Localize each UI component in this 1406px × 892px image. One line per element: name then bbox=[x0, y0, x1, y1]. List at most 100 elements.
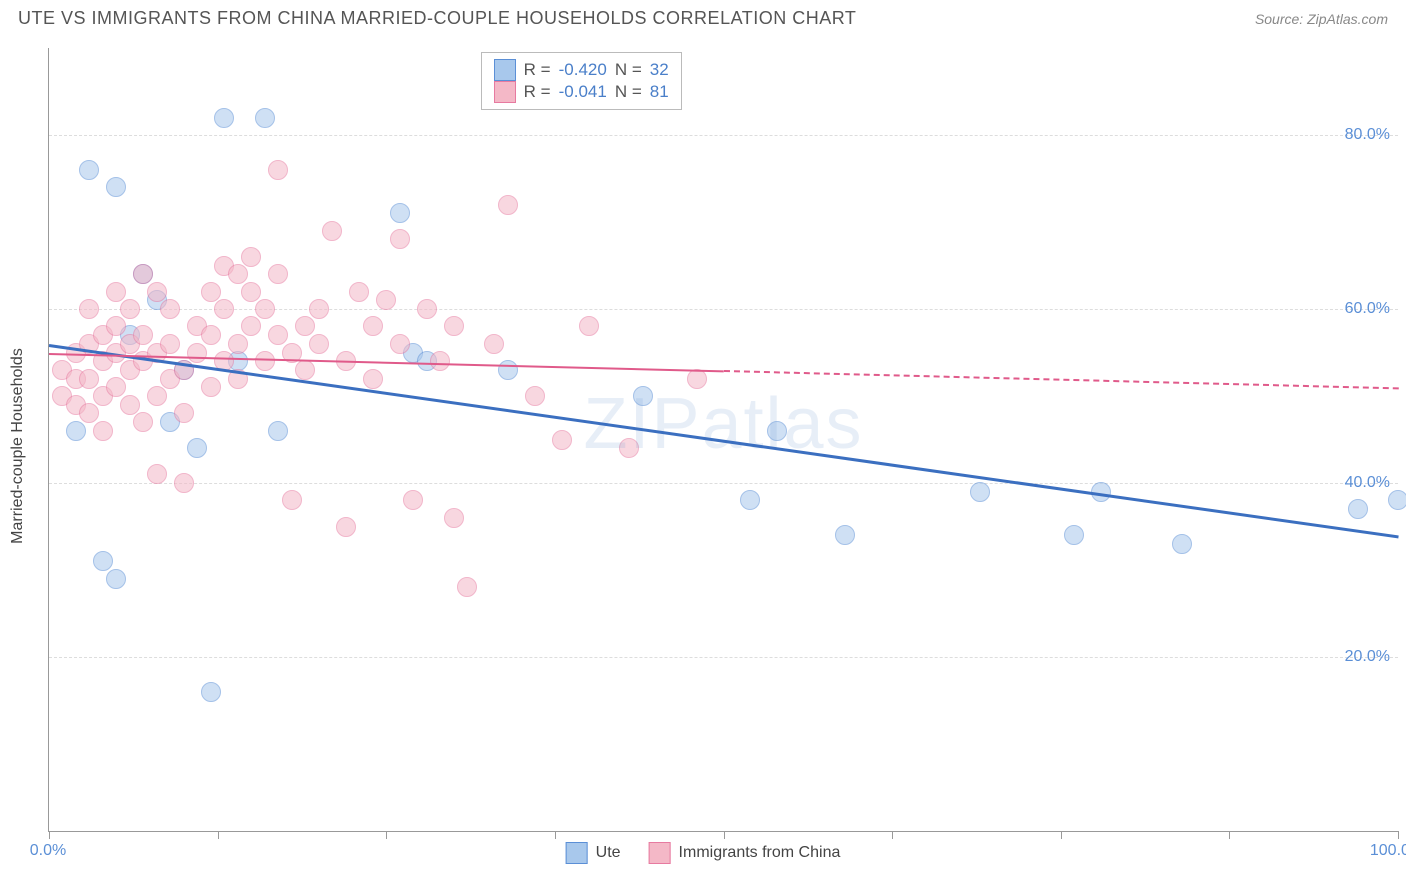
scatter-point bbox=[268, 421, 288, 441]
scatter-point bbox=[79, 299, 99, 319]
trend-line bbox=[49, 344, 1398, 538]
scatter-point bbox=[363, 369, 383, 389]
x-tick bbox=[49, 831, 50, 839]
scatter-point bbox=[214, 108, 234, 128]
scatter-point bbox=[201, 377, 221, 397]
scatter-point bbox=[174, 403, 194, 423]
legend-item: Ute bbox=[566, 842, 621, 864]
legend-row: R = -0.041 N = 81 bbox=[494, 81, 669, 103]
legend-swatch bbox=[566, 842, 588, 864]
x-tick bbox=[724, 831, 725, 839]
scatter-point bbox=[174, 473, 194, 493]
series-legend: Ute Immigrants from China bbox=[566, 842, 841, 864]
scatter-point bbox=[228, 264, 248, 284]
scatter-point bbox=[282, 490, 302, 510]
chart-title: UTE VS IMMIGRANTS FROM CHINA MARRIED-COU… bbox=[18, 8, 856, 29]
y-tick-label: 80.0% bbox=[1345, 126, 1390, 144]
scatter-point bbox=[106, 377, 126, 397]
r-value: -0.041 bbox=[559, 82, 607, 102]
n-value: 32 bbox=[650, 60, 669, 80]
scatter-point bbox=[403, 490, 423, 510]
scatter-point bbox=[363, 316, 383, 336]
r-label: R = bbox=[524, 60, 551, 80]
scatter-point bbox=[66, 421, 86, 441]
scatter-point bbox=[835, 525, 855, 545]
scatter-point bbox=[255, 351, 275, 371]
chart-header: UTE VS IMMIGRANTS FROM CHINA MARRIED-COU… bbox=[0, 0, 1406, 33]
scatter-point bbox=[106, 177, 126, 197]
legend-swatch bbox=[494, 81, 516, 103]
scatter-point bbox=[552, 430, 572, 450]
scatter-point bbox=[120, 299, 140, 319]
gridline bbox=[49, 657, 1398, 658]
scatter-point bbox=[106, 282, 126, 302]
scatter-point bbox=[106, 569, 126, 589]
scatter-point bbox=[133, 412, 153, 432]
x-tick bbox=[555, 831, 556, 839]
trend-line bbox=[723, 370, 1398, 389]
legend-item: Immigrants from China bbox=[649, 842, 841, 864]
scatter-point bbox=[349, 282, 369, 302]
scatter-point bbox=[93, 421, 113, 441]
scatter-point bbox=[376, 290, 396, 310]
scatter-point bbox=[201, 325, 221, 345]
scatter-point bbox=[201, 282, 221, 302]
scatter-point bbox=[309, 299, 329, 319]
x-tick bbox=[1398, 831, 1399, 839]
scatter-point bbox=[336, 517, 356, 537]
scatter-point bbox=[457, 577, 477, 597]
gridline bbox=[49, 309, 1398, 310]
scatter-point bbox=[241, 282, 261, 302]
scatter-point bbox=[484, 334, 504, 354]
scatter-point bbox=[79, 160, 99, 180]
scatter-point bbox=[268, 325, 288, 345]
scatter-chart: ZIPatlas R = -0.420 N = 32R = -0.041 N =… bbox=[48, 48, 1398, 832]
scatter-point bbox=[214, 299, 234, 319]
scatter-point bbox=[268, 160, 288, 180]
source-label: Source: ZipAtlas.com bbox=[1255, 11, 1388, 27]
scatter-point bbox=[1064, 525, 1084, 545]
scatter-point bbox=[619, 438, 639, 458]
scatter-point bbox=[147, 386, 167, 406]
scatter-point bbox=[390, 203, 410, 223]
legend-swatch bbox=[494, 59, 516, 81]
scatter-point bbox=[106, 316, 126, 336]
scatter-point bbox=[309, 334, 329, 354]
x-tick bbox=[218, 831, 219, 839]
scatter-point bbox=[79, 403, 99, 423]
scatter-point bbox=[241, 247, 261, 267]
x-tick bbox=[386, 831, 387, 839]
scatter-point bbox=[444, 508, 464, 528]
gridline bbox=[49, 135, 1398, 136]
scatter-point bbox=[201, 682, 221, 702]
scatter-point bbox=[255, 299, 275, 319]
scatter-point bbox=[295, 360, 315, 380]
correlation-legend: R = -0.420 N = 32R = -0.041 N = 81 bbox=[481, 52, 682, 110]
x-tick-label: 100.0% bbox=[1370, 842, 1406, 860]
r-label: R = bbox=[524, 82, 551, 102]
x-tick bbox=[1061, 831, 1062, 839]
scatter-point bbox=[740, 490, 760, 510]
scatter-point bbox=[228, 334, 248, 354]
scatter-point bbox=[120, 395, 140, 415]
x-tick bbox=[1229, 831, 1230, 839]
y-axis-label: Married-couple Households bbox=[9, 348, 27, 544]
scatter-point bbox=[160, 334, 180, 354]
scatter-point bbox=[187, 438, 207, 458]
scatter-point bbox=[241, 316, 261, 336]
scatter-point bbox=[1172, 534, 1192, 554]
scatter-point bbox=[498, 360, 518, 380]
legend-row: R = -0.420 N = 32 bbox=[494, 59, 669, 81]
scatter-point bbox=[767, 421, 787, 441]
r-value: -0.420 bbox=[559, 60, 607, 80]
scatter-point bbox=[579, 316, 599, 336]
scatter-point bbox=[133, 264, 153, 284]
scatter-point bbox=[255, 108, 275, 128]
scatter-point bbox=[79, 369, 99, 389]
y-tick-label: 60.0% bbox=[1345, 300, 1390, 318]
x-tick-label: 0.0% bbox=[30, 842, 66, 860]
n-value: 81 bbox=[650, 82, 669, 102]
scatter-point bbox=[970, 482, 990, 502]
scatter-point bbox=[187, 343, 207, 363]
scatter-point bbox=[525, 386, 545, 406]
